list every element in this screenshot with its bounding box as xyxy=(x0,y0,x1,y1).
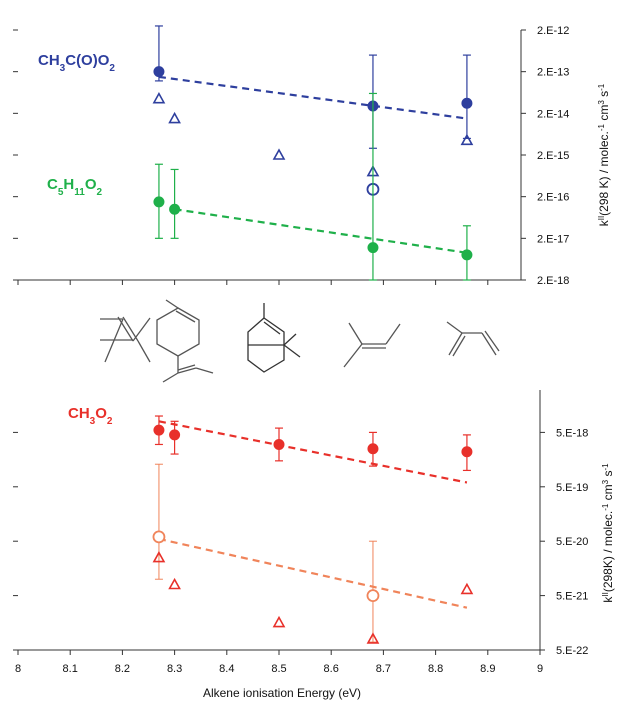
bottom-x-tick-label: 8.7 xyxy=(376,663,391,675)
bottom-x-tick-label: 8 xyxy=(15,663,21,675)
bottom-series-1-open-point xyxy=(366,589,380,602)
top-series-0-fit-line xyxy=(158,75,468,120)
tetramethylethylene-structure xyxy=(100,316,151,363)
top-series-1-point xyxy=(461,249,473,261)
bottom-series-0-point xyxy=(169,429,181,441)
top-y-tick-label: 2.E-14 xyxy=(537,108,569,120)
top-y-tick-label: 2.E-18 xyxy=(537,275,569,287)
bottom-series-0-point xyxy=(273,438,285,450)
top-y-tick-label: 2.E-17 xyxy=(537,233,569,245)
top-y-tick-label: 2.E-15 xyxy=(537,150,569,162)
top-series-0-triangle-point xyxy=(152,92,166,104)
bottom-series-0-point xyxy=(461,446,473,458)
top-panel: 2.E-12 2.E-13 2.E-14 2.E-15 2.E-16 2.E-17 2.E-… xyxy=(13,25,611,287)
bottom-y-tick-label: 5.E-20 xyxy=(556,536,588,548)
bottom-series-0-point xyxy=(367,443,379,455)
bottom-series-1-label: CH3O2 xyxy=(68,405,113,427)
top-series-0-point xyxy=(153,66,165,78)
bottom-series-2-triangle-point xyxy=(366,632,380,644)
top-series-1-point xyxy=(153,196,165,208)
bottom-x-tick-label: 8.2 xyxy=(115,663,130,675)
isoprene-structure xyxy=(446,321,500,357)
bottom-y-tick-label: 5.E-22 xyxy=(556,645,588,657)
top-y-tick-label: 2.E-13 xyxy=(537,67,569,79)
bottom-x-tick-label: 8.8 xyxy=(428,663,443,675)
bottom-x-tick-label: 8.4 xyxy=(219,663,234,675)
bottom-x-tick-label: 8.9 xyxy=(480,663,495,675)
2-methyl-2-butene-structure xyxy=(343,322,401,368)
bottom-y-axis-title: kII(298K) / molec.-1 cm3 s-1 xyxy=(601,463,616,603)
limonene-structure xyxy=(156,299,214,383)
top-series-1-label: CH3C(O)O2 xyxy=(38,52,115,74)
bottom-x-tick-label: 8.6 xyxy=(324,663,339,675)
top-series-0-triangle-point xyxy=(272,148,286,160)
bottom-x-tick-label: 8.3 xyxy=(167,663,182,675)
bottom-series-2-triangle-point xyxy=(460,582,474,595)
bottom-y-tick-label: 5.E-18 xyxy=(556,427,588,439)
bottom-y-tick-label: 5.E-19 xyxy=(556,482,588,494)
bottom-series-1-open-point xyxy=(152,530,166,544)
top-series-1-fit-line xyxy=(174,208,468,254)
top-y-tick-label: 2.E-12 xyxy=(537,25,569,37)
bottom-panel: 5.E-18 5.E-19 5.E-20 5.E-21 5.E-22 8 8.1 8.2 8.… xyxy=(13,390,615,700)
bottom-y-tick-label: 5.E-21 xyxy=(556,591,588,603)
bottom-series-1-fit-line xyxy=(158,537,468,609)
top-series-1-point xyxy=(169,203,181,215)
bottom-x-tick-label: 8.5 xyxy=(271,663,286,675)
top-y-tick-label: 2.E-16 xyxy=(537,192,569,204)
bottom-series-0-fit-line xyxy=(158,420,468,484)
bottom-series-2-triangle-point xyxy=(168,577,181,590)
bottom-series-0-point xyxy=(153,424,165,436)
alkene-structures xyxy=(100,299,500,383)
top-series-0-point xyxy=(461,97,473,109)
bottom-series-2-triangle-point xyxy=(272,615,286,628)
top-y-axis-title: kII(298 K) / molec.-1 cm3 s-1 xyxy=(597,83,612,226)
top-series-1-point xyxy=(367,242,379,254)
bottom-series-2-triangle-point xyxy=(152,550,166,563)
bottom-x-tick-label: 9 xyxy=(537,663,543,675)
top-series-0-triangle-point xyxy=(460,133,474,146)
top-series-0-triangle-point xyxy=(168,111,181,124)
bottom-x-tick-label: 8.1 xyxy=(63,663,78,675)
top-series-2-label: C5H11O2 xyxy=(47,176,103,198)
x-axis-title: Alkene ionisation Energy (eV) xyxy=(203,686,361,700)
alpha-pinene-structure xyxy=(247,303,301,373)
